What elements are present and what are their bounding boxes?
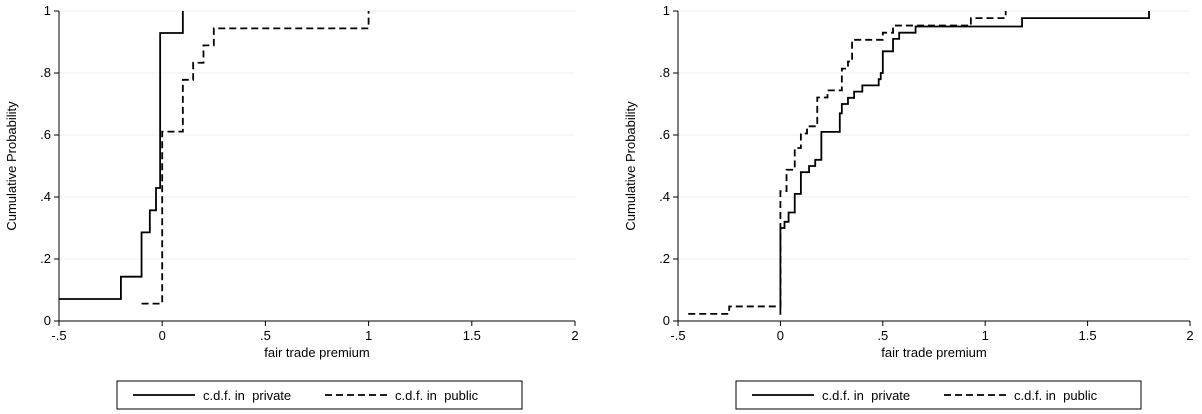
series-line-private	[59, 11, 184, 300]
y-tick-label: .2	[659, 251, 670, 266]
x-tick-label: 1.5	[1079, 328, 1097, 343]
x-tick-label: 0	[159, 328, 166, 343]
x-tick-label: 1	[982, 328, 989, 343]
x-tick-label: .5	[877, 328, 888, 343]
x-tick-label: 2	[1186, 328, 1193, 343]
x-tick-label: 2	[571, 328, 578, 343]
y-tick-label: 0	[44, 313, 51, 328]
y-tick-label: .6	[40, 127, 51, 142]
x-tick-label: 1.5	[463, 328, 481, 343]
y-tick-label: .4	[40, 189, 51, 204]
x-tick-label: -.5	[51, 328, 66, 343]
y-tick-label: 1	[44, 3, 51, 18]
y-tick-label: .2	[40, 251, 51, 266]
legend-label: c.d.f. in public	[395, 388, 479, 403]
y-axis-title: Cumulative Probability	[4, 101, 19, 231]
y-axis-title: Cumulative Probability	[623, 101, 638, 231]
legend-label: c.d.f. in public	[1014, 388, 1098, 403]
x-tick-label: 1	[365, 328, 372, 343]
x-tick-label: -.5	[670, 328, 685, 343]
y-tick-label: .6	[659, 127, 670, 142]
legend: c.d.f. in private c.d.f. in public	[116, 380, 523, 410]
y-tick-label: .8	[40, 65, 51, 80]
y-tick-label: 0	[663, 313, 670, 328]
legend-label: c.d.f. in private	[822, 388, 910, 403]
x-tick-label: 0	[777, 328, 784, 343]
series-line-public	[141, 11, 370, 305]
legend-label: c.d.f. in private	[203, 388, 291, 403]
x-tick-label: .5	[260, 328, 271, 343]
series-line-private	[779, 11, 1150, 315]
legend: c.d.f. in private c.d.f. in public	[735, 380, 1142, 410]
y-tick-label: .4	[659, 189, 670, 204]
series-line-public	[688, 11, 1007, 315]
x-axis-title: fair trade premium	[881, 345, 986, 360]
x-axis-title: fair trade premium	[264, 345, 369, 360]
y-tick-label: 1	[663, 3, 670, 18]
y-tick-label: .8	[659, 65, 670, 80]
